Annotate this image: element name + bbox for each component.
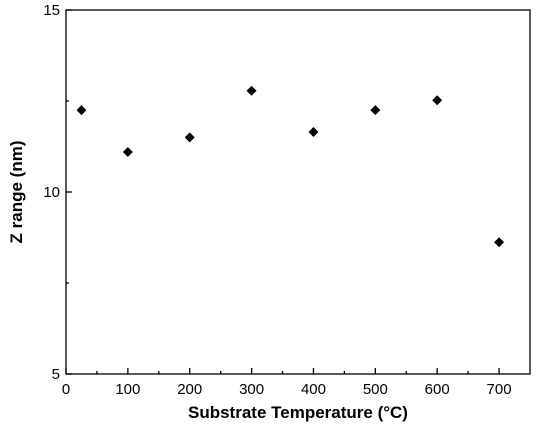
y-axis-title: Z range (nm) [7, 141, 26, 244]
data-points [76, 85, 505, 248]
x-tick-label: 700 [487, 381, 512, 398]
data-point [122, 146, 133, 157]
data-point [308, 126, 319, 137]
data-point [184, 132, 195, 143]
y-tick-label: 15 [43, 2, 60, 19]
y-tick-label: 5 [52, 366, 60, 383]
data-point [370, 105, 381, 116]
data-point [494, 237, 505, 248]
ticks-layer: 0 100 200 300 400 500 600 700 5 10 15 [43, 2, 511, 398]
data-point [76, 105, 87, 116]
x-tick-label: 500 [363, 381, 388, 398]
data-point [432, 95, 443, 106]
y-tick-label: 10 [43, 184, 60, 201]
x-tick-label: 100 [115, 381, 140, 398]
x-axis-title: Substrate Temperature (°C) [188, 403, 408, 422]
x-tick-label: 600 [425, 381, 450, 398]
plot-frame [65, 9, 531, 375]
data-point [246, 85, 257, 96]
x-tick-label: 400 [301, 381, 326, 398]
x-tick-label: 300 [239, 381, 264, 398]
x-tick-label: 0 [62, 381, 70, 398]
x-tick-label: 200 [177, 381, 202, 398]
